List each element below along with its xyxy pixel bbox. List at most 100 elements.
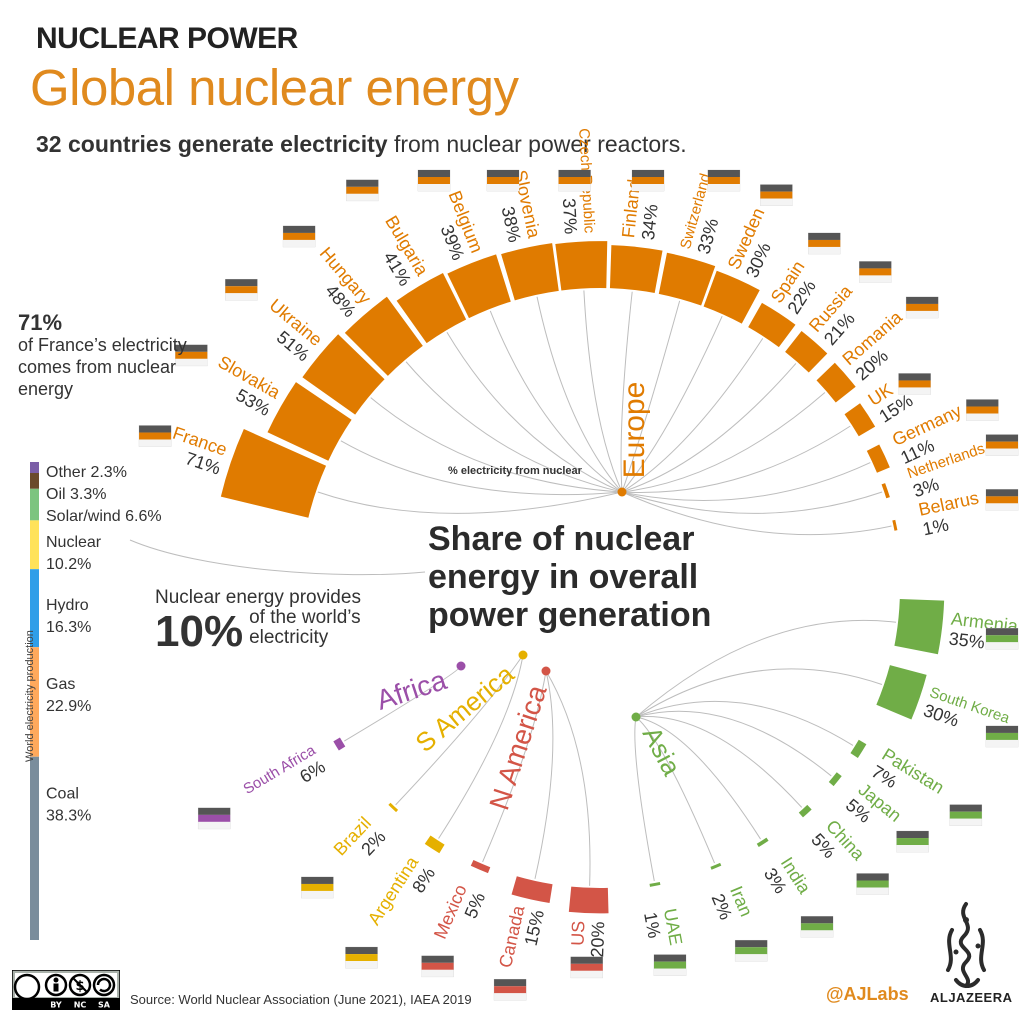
- bar-pakistan: [850, 739, 867, 759]
- stack-label: 22.9%: [46, 698, 91, 715]
- flag-icon: [570, 956, 603, 979]
- bar-uk: [844, 403, 876, 437]
- stack-label: Other 2.3%: [46, 464, 127, 481]
- bar-ukraine: [302, 334, 385, 415]
- subtitle-rest: from nuclear power reactors.: [387, 131, 687, 157]
- bar-france: [220, 429, 327, 518]
- bar-slovenia: [501, 243, 559, 301]
- flag-icon: [225, 278, 258, 301]
- provides-pct: 10%: [155, 607, 244, 656]
- flag-icon: [905, 296, 939, 319]
- flag-icon: [707, 169, 741, 192]
- bar-germany: [866, 444, 890, 473]
- bar-mexico: [470, 860, 491, 874]
- bar-belarus: [892, 519, 898, 531]
- flag-icon: [175, 344, 208, 367]
- bar-sweden: [703, 270, 760, 324]
- stack-segment-nuclear: [30, 520, 39, 570]
- country-value: 1%: [921, 514, 951, 539]
- bar-romania: [816, 362, 856, 403]
- stack-label: Solar/wind 6.6%: [46, 508, 162, 525]
- bars: [220, 241, 945, 914]
- country-value: 35%: [948, 628, 986, 652]
- connector-line: [621, 425, 851, 493]
- connector-line: [370, 397, 623, 493]
- flag-icon: [558, 169, 591, 192]
- flag-icon: [985, 725, 1019, 748]
- aljazeera-logo-icon: [946, 902, 986, 988]
- flag-icon: [417, 169, 451, 192]
- connector-line: [621, 300, 681, 493]
- bar-russia: [785, 330, 828, 373]
- bar-bulgaria: [396, 273, 467, 344]
- flag-icon: [486, 169, 520, 192]
- page-title: Global nuclear energy: [30, 59, 519, 116]
- country-value: 20%: [587, 921, 608, 958]
- flag-icon: [421, 955, 454, 978]
- connector-line: [635, 710, 832, 777]
- connector-line: [635, 700, 854, 746]
- region-label: Africa: [373, 664, 451, 716]
- flag-icon: [345, 946, 378, 969]
- stack-label: Coal: [46, 786, 79, 803]
- bar-south-korea: [876, 665, 927, 720]
- connector-line: [620, 291, 633, 493]
- region-label: Asia: [637, 722, 687, 781]
- bar-uae: [649, 881, 661, 887]
- bar-slovakia: [267, 382, 352, 461]
- credit: @AJLabs: [826, 984, 909, 1004]
- region-label: Europe: [618, 382, 651, 479]
- stack-axis-label: World electricity production: [24, 630, 36, 762]
- stack-label: Oil 3.3%: [46, 486, 106, 503]
- bar-us: [568, 886, 609, 914]
- connector-line: [340, 440, 623, 496]
- connector-line: [635, 619, 897, 718]
- flag-icon: [966, 399, 999, 421]
- flag-icon: [734, 939, 768, 962]
- country-value: 34%: [638, 203, 662, 241]
- connector-line: [635, 716, 715, 864]
- flag-icon: [808, 232, 841, 255]
- connector-line: [621, 315, 723, 493]
- region-hub-dot: [541, 666, 551, 676]
- region-hub-dot: [456, 661, 466, 671]
- connector-line: [317, 491, 623, 514]
- stack-segment-coal: [30, 756, 39, 940]
- connector-line: [534, 670, 554, 879]
- cc-icon: [13, 973, 41, 1001]
- flag-icon: [493, 978, 527, 1001]
- subtitle-bold: 32 countries generate electricity: [36, 131, 388, 157]
- bar-south-africa: [333, 737, 346, 751]
- flag-icon: [282, 225, 316, 248]
- connector-line: [621, 338, 764, 493]
- license-by: BY: [50, 1001, 62, 1010]
- connector-line: [635, 715, 803, 808]
- center-title: Share of nuclear energy in overall power…: [428, 520, 712, 634]
- connector-line: [635, 716, 761, 840]
- connector-line: [545, 670, 591, 886]
- connector-line: [621, 392, 826, 493]
- subtitle: 32 countries generate electricity from n…: [36, 131, 687, 158]
- flag-icon: [856, 873, 889, 895]
- license-nc: NC: [74, 1001, 87, 1010]
- country-name: US: [568, 920, 589, 946]
- connector-line: [635, 668, 883, 718]
- flag-icon: [985, 489, 1019, 511]
- stack-segment-oil: [30, 473, 39, 489]
- source-note: Source: World Nuclear Association (June …: [130, 992, 472, 1007]
- region-hub-dot: [518, 650, 528, 660]
- connector-line: [405, 361, 623, 493]
- bar-brazil: [388, 802, 399, 813]
- nuclear-provides-note: Nuclear energy provides 10% of the world…: [155, 588, 405, 654]
- connector-line: [438, 654, 524, 839]
